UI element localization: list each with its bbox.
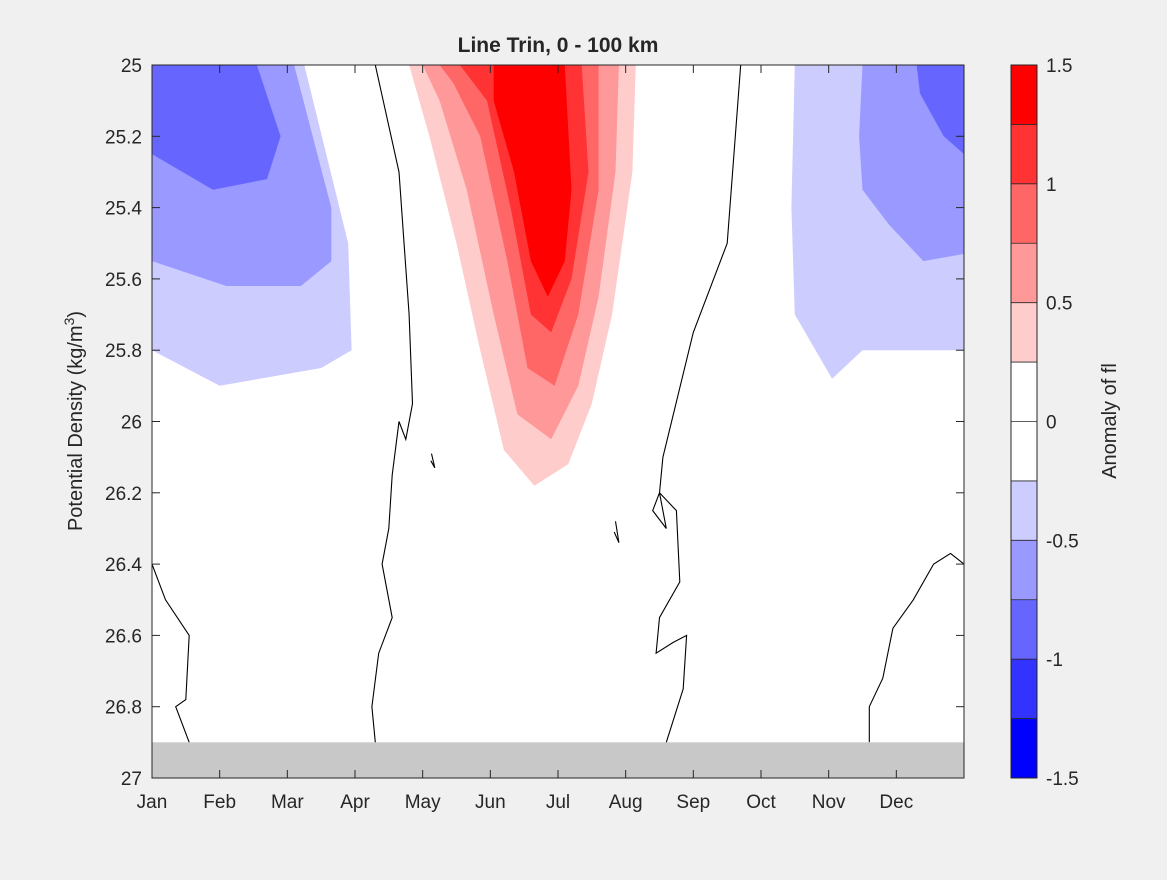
- x-tick-label: Jul: [546, 792, 570, 813]
- x-tick-label: Apr: [340, 792, 370, 813]
- y-axis-label: Potential Density (kg/m3): [61, 311, 87, 531]
- x-tick-label: Jun: [475, 792, 506, 813]
- colorbar-tick-label: -1: [1046, 650, 1063, 671]
- y-axis: 25 25.2 25.4 25.6 25.8 26 26.2 26.4 26.6 26.8 27: [105, 56, 964, 790]
- colorbar-band-0: [1011, 65, 1037, 125]
- x-axis: Jan Feb Mar Apr May Jun Jul Aug Sep Oct Nov Dec: [137, 65, 913, 813]
- x-tick-label: Feb: [203, 792, 236, 813]
- y-tick-label: 25.2: [105, 127, 142, 148]
- x-tick-label: Oct: [746, 792, 776, 813]
- chart-title: Line Trin, 0 - 100 km: [458, 34, 659, 57]
- colorbar-tick-label: 0: [1046, 413, 1057, 434]
- colorbar-band-11: [1011, 718, 1037, 778]
- contour-region-10: [493, 65, 572, 297]
- colorbar-band-10: [1011, 659, 1037, 719]
- colorbar-band-2: [1011, 183, 1037, 244]
- colorbar-frame: [1010, 64, 1038, 779]
- x-tick-label: Aug: [609, 792, 643, 813]
- y-tick-label: 25.8: [105, 341, 142, 362]
- zero-contour-line-0: [371, 65, 414, 743]
- y-tick-label: 26: [121, 413, 142, 434]
- y-tick-label: 25.4: [105, 199, 142, 220]
- plot-area: Jan Feb Mar Apr May Jun Jul Aug Sep Oct Nov Dec 252…: [105, 56, 965, 813]
- colorbar-bands: [1011, 64, 1037, 778]
- colorbar-tick-label: 1.5: [1046, 56, 1072, 77]
- colorbar-band-1: [1011, 124, 1037, 184]
- zero-contour-line-5: [613, 521, 620, 543]
- colorbar-band-4: [1011, 302, 1037, 363]
- colorbar-label: Anomaly of fl: [1099, 363, 1121, 479]
- y-tick-label: 26.6: [105, 626, 142, 647]
- colorbar-band-8: [1011, 540, 1037, 600]
- zero-contour-line-2: [152, 563, 190, 743]
- colorbar-band-3: [1011, 243, 1037, 303]
- colorbar-band-7: [1011, 480, 1037, 541]
- colorbar-band-6: [1011, 421, 1037, 481]
- colorbar-ticks: 1.5 1 0.5 0 -0.5 -1 -1.5: [1046, 56, 1079, 790]
- zero-contour-layer: [152, 65, 964, 743]
- zero-contour-line-4: [430, 453, 436, 469]
- contour-fill-layer: [152, 65, 964, 486]
- colorbar: 1.5 1 0.5 0 -0.5 -1 -1.5 Anomaly of fl: [1010, 56, 1121, 790]
- zero-contour-line-1: [652, 65, 742, 743]
- x-tick-label: Sep: [676, 792, 710, 813]
- x-tick-label: Mar: [271, 792, 304, 813]
- y-axis-label-superscript: 3: [61, 317, 77, 325]
- y-tick-label: 27: [121, 769, 142, 790]
- y-tick-label: 26.8: [105, 698, 142, 719]
- x-tick-label: Nov: [812, 792, 846, 813]
- colorbar-band-5: [1011, 362, 1037, 422]
- x-tick-label: May: [405, 792, 441, 813]
- y-tick-label: 25.6: [105, 270, 142, 291]
- colorbar-tick-label: 1: [1046, 175, 1057, 196]
- y-axis-label-main: Potential Density (kg/m: [65, 325, 87, 531]
- x-tick-label: Jan: [137, 792, 168, 813]
- colorbar-tick-label: -0.5: [1046, 531, 1079, 552]
- contour-region-5: [916, 65, 964, 155]
- colorbar-tick-label: 0.5: [1046, 294, 1072, 315]
- x-tick-label: Dec: [879, 792, 913, 813]
- zero-contour-line-3: [868, 552, 964, 743]
- contour-region-2: [152, 65, 281, 190]
- y-tick-label: 26.4: [105, 555, 142, 576]
- y-tick-label: 25: [121, 56, 142, 77]
- y-axis-label-close: ): [65, 311, 87, 318]
- colorbar-band-9: [1011, 599, 1037, 660]
- colorbar-tick-label: -1.5: [1046, 769, 1079, 790]
- y-tick-label: 26.2: [105, 484, 142, 505]
